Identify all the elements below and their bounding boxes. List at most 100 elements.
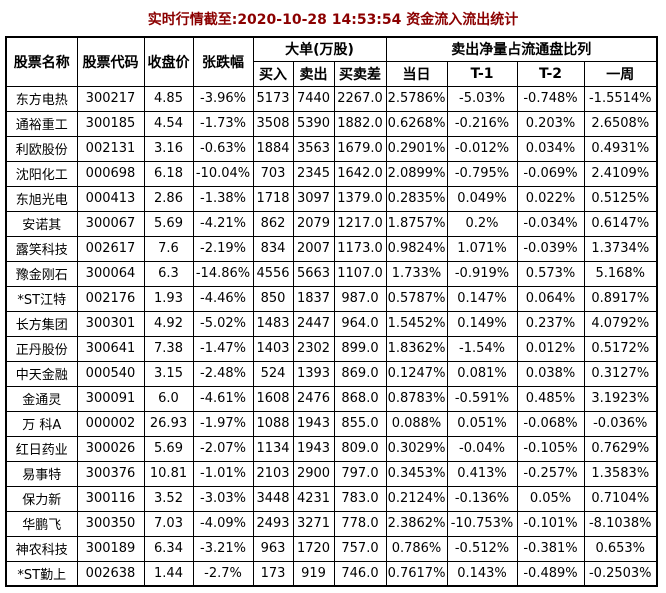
cell-stock-code[interactable]: 000002 (76, 410, 145, 437)
cell-stock-name[interactable]: 保力新 (5, 485, 78, 512)
cell-stock-name[interactable]: 红日药业 (5, 435, 78, 462)
cell-change-pct: -2.19% (192, 235, 254, 262)
cell-change-pct: -4.61% (192, 385, 254, 412)
cell-stock-name[interactable]: 通裕重工 (5, 110, 78, 137)
cell-stock-code[interactable]: 002176 (76, 285, 145, 312)
cell-stock-code[interactable]: 300376 (76, 460, 145, 487)
cell-stock-code[interactable]: 000698 (76, 160, 145, 187)
cell-sell-volume: 2900 (292, 460, 335, 487)
cell-t2-ratio: 0.038% (516, 360, 585, 387)
cell-buy-volume: 2493 (252, 510, 294, 537)
cell-stock-name[interactable]: 安诺其 (5, 210, 78, 237)
cell-change-pct: -0.63% (192, 135, 254, 162)
header-stock-name: 股票名称 (5, 36, 78, 87)
cell-stock-name[interactable]: 神农科技 (5, 535, 78, 562)
cell-t2-ratio: -0.489% (516, 560, 585, 587)
cell-stock-code[interactable]: 300064 (76, 260, 145, 287)
cell-buy-sell-diff: 809.0 (333, 435, 387, 462)
cell-t2-ratio: -0.039% (516, 235, 585, 262)
cell-stock-code[interactable]: 300350 (76, 510, 145, 537)
cell-day-ratio: 1.8757% (385, 210, 448, 237)
table-row: *ST江特 002176 1.93 -4.46% 850 1837 987.0 0.5787%… (5, 285, 658, 312)
page-title: 实时行情截至:2020-10-28 14:53:54 资金流入流出统计 (147, 12, 519, 28)
cell-sell-volume: 1943 (292, 410, 335, 437)
cell-sell-volume: 1393 (292, 360, 335, 387)
cell-close-price: 26.93 (143, 410, 194, 437)
table-row: 金通灵 300091 6.0 -4.61% 1608 2476 868.0 0.8783% -0… (5, 385, 658, 412)
cell-stock-code[interactable]: 300301 (76, 310, 145, 337)
table-header: 股票名称 股票代码 收盘价 张跌幅 大单(万股) 卖出净量占流通盘比列 买入 卖… (5, 36, 658, 87)
cell-stock-name[interactable]: 华鹏飞 (5, 510, 78, 537)
header-close-price: 收盘价 (143, 36, 194, 87)
cell-t2-ratio: 0.034% (516, 135, 585, 162)
cell-stock-code[interactable]: 300116 (76, 485, 145, 512)
cell-buy-sell-diff: 2267.0 (333, 85, 387, 112)
cell-stock-code[interactable]: 000413 (76, 185, 145, 212)
cell-stock-name[interactable]: 东方电热 (5, 85, 78, 112)
cell-close-price: 10.81 (143, 460, 194, 487)
cell-t2-ratio: 0.05% (516, 485, 585, 512)
cell-stock-name[interactable]: 豫金刚石 (5, 260, 78, 287)
cell-stock-name[interactable]: 中天金融 (5, 360, 78, 387)
cell-t2-ratio: 0.485% (516, 385, 585, 412)
cell-t1-ratio: 0.147% (446, 285, 518, 312)
cell-close-price: 5.69 (143, 435, 194, 462)
cell-week-ratio: 0.5172% (583, 335, 658, 362)
cell-buy-volume: 1403 (252, 335, 294, 362)
cell-stock-name[interactable]: 沈阳化工 (5, 160, 78, 187)
cell-week-ratio: 1.3583% (583, 460, 658, 487)
cell-stock-name[interactable]: 露笑科技 (5, 235, 78, 262)
cell-sell-volume: 2447 (292, 310, 335, 337)
cell-stock-code[interactable]: 300026 (76, 435, 145, 462)
table-row: 通裕重工 300185 4.54 -1.73% 3508 5390 1882.0 0.6268… (5, 110, 658, 137)
cell-stock-code[interactable]: 002617 (76, 235, 145, 262)
cell-t2-ratio: 0.203% (516, 110, 585, 137)
cell-stock-name[interactable]: *ST勤上 (5, 560, 78, 587)
cell-week-ratio: 0.6147% (583, 210, 658, 237)
cell-change-pct: -4.21% (192, 210, 254, 237)
cell-stock-code[interactable]: 300091 (76, 385, 145, 412)
cell-stock-name[interactable]: 长方集团 (5, 310, 78, 337)
cell-close-price: 6.0 (143, 385, 194, 412)
cell-t2-ratio: 0.022% (516, 185, 585, 212)
cell-t1-ratio: 0.413% (446, 460, 518, 487)
cell-change-pct: -3.03% (192, 485, 254, 512)
cell-stock-code[interactable]: 002131 (76, 135, 145, 162)
cell-stock-name[interactable]: 东旭光电 (5, 185, 78, 212)
cell-change-pct: -14.86% (192, 260, 254, 287)
cell-sell-volume: 919 (292, 560, 335, 587)
cell-change-pct: -1.47% (192, 335, 254, 362)
cell-buy-volume: 1884 (252, 135, 294, 162)
cell-t2-ratio: 0.573% (516, 260, 585, 287)
cell-stock-name[interactable]: 金通灵 (5, 385, 78, 412)
cell-buy-sell-diff: 1379.0 (333, 185, 387, 212)
cell-buy-sell-diff: 1107.0 (333, 260, 387, 287)
cell-week-ratio: 0.4931% (583, 135, 658, 162)
cell-stock-name[interactable]: 利欧股份 (5, 135, 78, 162)
cell-t1-ratio: 0.051% (446, 410, 518, 437)
cell-stock-code[interactable]: 002638 (76, 560, 145, 587)
cell-change-pct: -1.97% (192, 410, 254, 437)
cell-day-ratio: 0.786% (385, 535, 448, 562)
cell-stock-code[interactable]: 300641 (76, 335, 145, 362)
cell-stock-name[interactable]: 万 科A (5, 410, 78, 437)
table-row: 长方集团 300301 4.92 -5.02% 1483 2447 964.0 1.5452%… (5, 310, 658, 337)
header-sell: 卖出 (292, 60, 335, 87)
cell-stock-code[interactable]: 000540 (76, 360, 145, 387)
cell-stock-code[interactable]: 300189 (76, 535, 145, 562)
cell-stock-name[interactable]: 易事特 (5, 460, 78, 487)
cell-stock-code[interactable]: 300217 (76, 85, 145, 112)
table-row: 东旭光电 000413 2.86 -1.38% 1718 3097 1379.0 0.2835… (5, 185, 658, 212)
cell-t2-ratio: -0.381% (516, 535, 585, 562)
cell-stock-code[interactable]: 300067 (76, 210, 145, 237)
cell-week-ratio: 0.5125% (583, 185, 658, 212)
cell-stock-name[interactable]: 正丹股份 (5, 335, 78, 362)
cell-t1-ratio: 0.049% (446, 185, 518, 212)
cell-stock-code[interactable]: 300185 (76, 110, 145, 137)
cell-sell-volume: 2345 (292, 160, 335, 187)
cell-week-ratio: 0.8917% (583, 285, 658, 312)
cell-close-price: 4.85 (143, 85, 194, 112)
cell-stock-name[interactable]: *ST江特 (5, 285, 78, 312)
cell-t1-ratio: -0.04% (446, 435, 518, 462)
cell-week-ratio: -8.1038% (583, 510, 658, 537)
